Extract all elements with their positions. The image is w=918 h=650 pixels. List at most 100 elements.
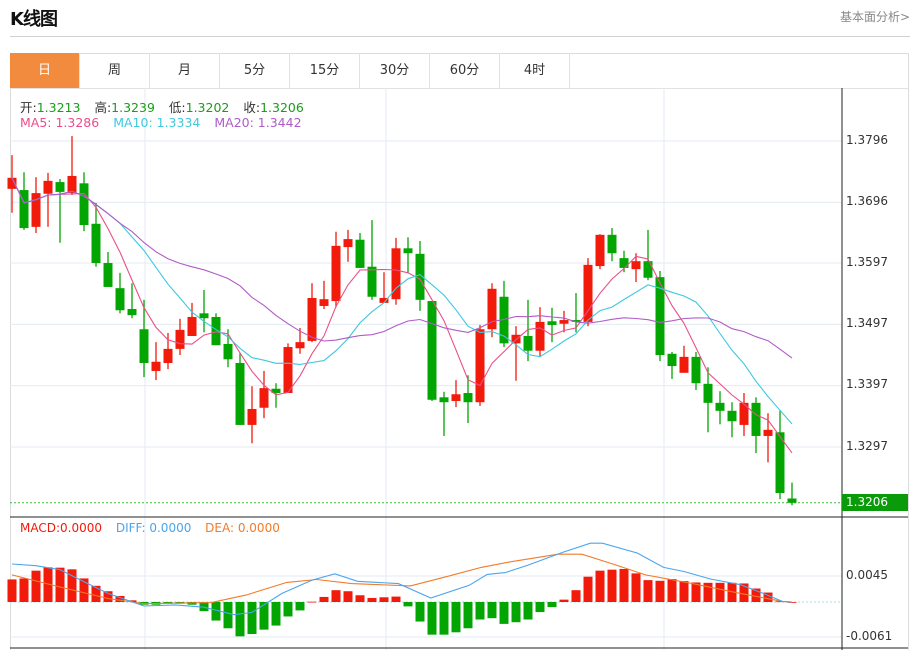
candle-down <box>787 498 797 503</box>
candle-down <box>103 263 113 287</box>
tab-day[interactable]: 日 <box>10 53 80 88</box>
high-label: 高: <box>94 100 112 115</box>
candle-up <box>7 177 17 189</box>
candle-down <box>415 253 425 300</box>
diff-value: DIFF: 0.0000 <box>115 521 192 535</box>
macd-bar-negative <box>475 602 485 620</box>
candle-down <box>463 393 473 403</box>
macd-bar-positive <box>763 592 773 602</box>
macd-bar-positive <box>7 579 17 602</box>
macd-bar-positive <box>727 582 737 602</box>
macd-bar-positive <box>19 578 29 602</box>
candle-up <box>535 321 545 351</box>
price-tick: 1.3497 <box>846 316 888 330</box>
candle-up <box>247 408 257 425</box>
macd-bar-positive <box>115 595 125 602</box>
ma-readout: MA5: 1.3286 MA10: 1.3334 MA20: 1.3442 <box>20 115 302 130</box>
ma20-value: MA20: 1.3442 <box>214 115 302 130</box>
candle-down <box>367 266 377 297</box>
candle-down <box>235 362 245 425</box>
macd-bar-negative <box>259 602 269 630</box>
candle-up <box>283 347 293 394</box>
macd-bar-positive <box>31 570 41 602</box>
candle-down <box>499 296 509 344</box>
candle-down <box>607 234 617 254</box>
candle-up <box>583 264 593 322</box>
macd-bar-positive <box>391 596 401 602</box>
macd-value: MACD:0.0000 <box>20 521 103 535</box>
macd-bar-positive <box>319 596 329 602</box>
tab-15min[interactable]: 15分 <box>290 53 360 88</box>
dea-line <box>11 553 793 605</box>
tab-60min[interactable]: 60分 <box>430 53 500 88</box>
macd-bar-positive <box>703 582 713 602</box>
open-value: 1.3213 <box>36 100 81 115</box>
macd-bar-positive <box>679 581 689 602</box>
macd-bar-negative <box>235 602 245 637</box>
candle-up <box>451 394 461 401</box>
price-tick: 1.3796 <box>846 133 888 147</box>
candle-down <box>127 309 137 316</box>
candle-up <box>295 342 305 349</box>
ma20-line <box>11 177 793 359</box>
macd-bar-negative <box>295 602 305 611</box>
macd-bar-positive <box>583 576 593 602</box>
tab-week[interactable]: 周 <box>80 53 150 88</box>
candle-up <box>67 175 77 194</box>
macd-bar-positive <box>379 597 389 602</box>
tab-4hour[interactable]: 4时 <box>500 53 570 88</box>
tab-5min[interactable]: 5分 <box>220 53 290 88</box>
macd-bar-positive <box>631 573 641 602</box>
candle-down <box>79 183 89 226</box>
macd-bar-positive <box>655 580 665 602</box>
candle-down <box>523 335 533 351</box>
low-value: 1.3202 <box>185 100 230 115</box>
candle-down <box>55 182 65 192</box>
macd-bar-positive <box>103 591 113 602</box>
fundamental-analysis-link[interactable]: 基本面分析> <box>839 10 910 24</box>
macd-bar-negative <box>271 602 281 626</box>
candle-up <box>187 316 197 336</box>
ma10-line <box>11 177 793 425</box>
candle-down <box>211 316 221 346</box>
macd-bar-negative <box>523 602 533 620</box>
candle-up <box>487 288 497 330</box>
price-tick: 1.3597 <box>846 255 888 269</box>
macd-bar-negative <box>283 602 293 617</box>
candle-up <box>739 402 749 425</box>
ohlc-readout: 开:1.3213 高:1.3239 低:1.3202 收:1.3206 <box>20 97 314 116</box>
macd-bar-negative <box>439 602 449 635</box>
candle-down <box>199 313 209 319</box>
candle-down <box>115 288 125 311</box>
candle-down <box>655 277 665 356</box>
candle-up <box>595 234 605 267</box>
tab-30min[interactable]: 30分 <box>360 53 430 88</box>
candle-down <box>439 397 449 403</box>
tab-month[interactable]: 月 <box>150 53 220 88</box>
candle-down <box>691 356 701 384</box>
candle-up <box>379 297 389 303</box>
macd-bar-negative <box>535 602 545 613</box>
candle-up <box>307 297 317 341</box>
macd-bar-negative <box>463 602 473 629</box>
macd-bar-negative <box>451 602 461 633</box>
macd-bar-positive <box>715 582 725 602</box>
macd-bar-positive <box>751 588 761 602</box>
price-tick: 1.3397 <box>846 377 888 391</box>
diff-line <box>11 542 793 616</box>
macd-bar-positive <box>307 601 317 603</box>
macd-bar-negative <box>223 602 233 629</box>
candle-up <box>763 429 773 436</box>
macd-bar-negative <box>511 602 521 623</box>
low-label: 低: <box>168 100 186 115</box>
candle-down <box>643 261 653 278</box>
macd-bar-negative <box>403 602 413 607</box>
macd-readout: MACD:0.0000 DIFF: 0.0000 DEA: 0.0000 <box>20 521 280 535</box>
macd-bar-negative <box>487 602 497 619</box>
candle-up <box>151 361 161 371</box>
ma10-value: MA10: 1.3334 <box>113 115 201 130</box>
candle-up <box>631 261 641 270</box>
candle-down <box>751 402 761 436</box>
macd-bar-negative <box>547 602 557 608</box>
